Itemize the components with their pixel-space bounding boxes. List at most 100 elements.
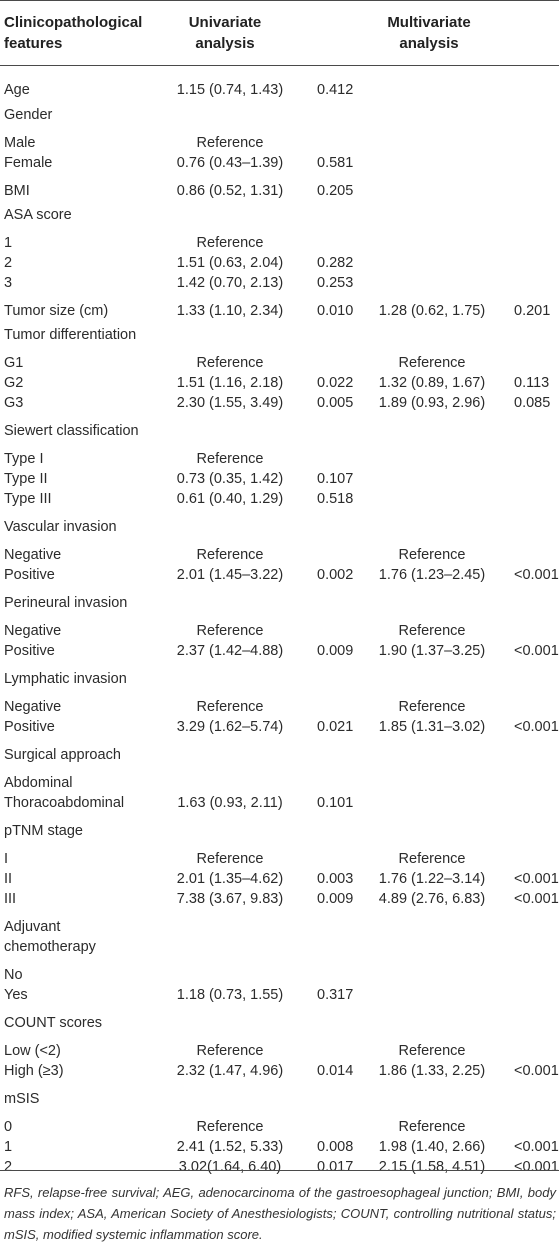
row-label: Female: [4, 155, 53, 171]
row-label: Siewert classification: [4, 423, 139, 439]
univariate-or: Reference: [196, 135, 264, 151]
table-row: 2 3.02(1.64, 6.40) 0.017 2.15 (1.58, 4.51) <…: [0, 1157, 559, 1177]
multivariate-or: 1.98 (1.40, 2.66): [378, 1139, 486, 1155]
univariate-p: 0.002: [317, 567, 354, 583]
univariate-or: Reference: [196, 1119, 264, 1135]
multivariate-or: 1.86 (1.33, 2.25): [378, 1063, 486, 1079]
multivariate-or: 1.90 (1.37–3.25): [378, 643, 486, 659]
header-univariate: Univariate analysis: [188, 14, 262, 52]
row-label: 2: [4, 255, 13, 271]
row-label: Positive: [4, 567, 55, 583]
univariate-or: 1.51 (1.16, 2.18): [176, 375, 284, 391]
table-row: Tumor differentiation: [0, 325, 559, 345]
univariate-or: Reference: [196, 1043, 264, 1059]
row-label: Positive: [4, 719, 55, 735]
multivariate-or: 1.76 (1.22–3.14): [378, 871, 486, 887]
row-label: Lymphatic invasion: [4, 671, 127, 687]
multivariate-or: 1.76 (1.23–2.45): [378, 567, 486, 583]
univariate-p: 0.518: [317, 491, 354, 507]
univariate-p: 0.005: [317, 395, 354, 411]
table-row: No: [0, 965, 559, 985]
row-label: 0: [4, 1119, 13, 1135]
univariate-p: 0.008: [317, 1139, 354, 1155]
multivariate-or: 1.32 (0.89, 1.67): [378, 375, 486, 391]
row-label: ASA score: [4, 207, 72, 223]
table-row: ASA score: [0, 205, 559, 225]
table-row: Negative Reference Reference: [0, 545, 559, 565]
top-rule: [0, 0, 559, 1]
univariate-or: 1.63 (0.93, 2.11): [177, 795, 283, 811]
row-label: Type III: [4, 491, 52, 507]
multivariate-or: 2.15 (1.58, 4.51): [378, 1159, 486, 1175]
multivariate-or: Reference: [398, 699, 466, 715]
row-label: G1: [4, 355, 24, 371]
row-label: High (≥3): [4, 1063, 64, 1079]
univariate-p: 0.253: [317, 275, 354, 291]
univariate-p: 0.014: [317, 1063, 354, 1079]
bottom-rule: [0, 1170, 559, 1171]
univariate-or: 0.73 (0.35, 1.42): [176, 471, 284, 487]
row-label: Abdominal: [4, 775, 73, 791]
row-label: Adjuvant: [4, 919, 61, 935]
row-label: G3: [4, 395, 24, 411]
multivariate-or: 4.89 (2.76, 6.83): [378, 891, 486, 907]
univariate-p: 0.010: [317, 303, 354, 319]
table-row: 0 Reference Reference: [0, 1117, 559, 1137]
univariate-p: 0.107: [317, 471, 354, 487]
table-row: Female 0.76 (0.43–1.39) 0.581: [0, 153, 559, 173]
row-label: Surgical approach: [4, 747, 121, 763]
univariate-or: 2.32 (1.47, 4.96): [176, 1063, 284, 1079]
table-row: Lymphatic invasion: [0, 669, 559, 689]
table-row: 1 2.41 (1.52, 5.33) 0.008 1.98 (1.40, 2.66)…: [0, 1137, 559, 1157]
multivariate-or: Reference: [398, 1043, 466, 1059]
row-label: No: [4, 967, 23, 983]
row-label: Negative: [4, 547, 62, 563]
table-row: Negative Reference Reference: [0, 621, 559, 641]
univariate-or: Reference: [196, 235, 264, 251]
row-label: Negative: [4, 699, 62, 715]
table-row: 3 1.42 (0.70, 2.13) 0.253: [0, 273, 559, 293]
table-row: Adjuvant: [0, 917, 559, 937]
univariate-or: Reference: [196, 851, 264, 867]
multivariate-or: Reference: [398, 355, 466, 371]
row-label: Type II: [4, 471, 48, 487]
univariate-p: 0.282: [317, 255, 354, 271]
multivariate-p: <0.001: [514, 643, 559, 659]
row-label: COUNT scores: [4, 1015, 103, 1031]
multivariate-p: <0.001: [514, 567, 559, 583]
multivariate-p: <0.001: [514, 891, 559, 907]
table-row: Vascular invasion: [0, 517, 559, 537]
table-row: Perineural invasion: [0, 593, 559, 613]
table-row: Male Reference: [0, 133, 559, 153]
multivariate-or: 1.85 (1.31–3.02): [378, 719, 486, 735]
row-label: I: [4, 851, 9, 867]
table-row: Tumor size (cm) 1.33 (1.10, 2.34) 0.010 1.2…: [0, 301, 559, 321]
univariate-or: 2.01 (1.45–3.22): [176, 567, 284, 583]
multivariate-p: 0.113: [514, 375, 550, 391]
table-row: G3 2.30 (1.55, 3.49) 0.005 1.89 (0.93, 2.96…: [0, 393, 559, 413]
table-row: Positive 3.29 (1.62–5.74) 0.021 1.85 (1.31–…: [0, 717, 559, 737]
row-label: Low (<2): [4, 1043, 61, 1059]
header-rule: [0, 65, 559, 66]
univariate-or: 0.86 (0.52, 1.31): [176, 183, 284, 199]
univariate-or: Reference: [196, 355, 264, 371]
univariate-or: 2.41 (1.52, 5.33): [176, 1139, 284, 1155]
univariate-or: 0.61 (0.40, 1.29): [176, 491, 284, 507]
multivariate-or: Reference: [398, 547, 466, 563]
table-row: Type I Reference: [0, 449, 559, 469]
multivariate-p: 0.085: [514, 395, 551, 411]
table-row: BMI 0.86 (0.52, 1.31) 0.205: [0, 181, 559, 201]
multivariate-p: 0.201: [514, 303, 551, 319]
table-row: COUNT scores: [0, 1013, 559, 1033]
row-label: Male: [4, 135, 36, 151]
univariate-or: Reference: [196, 623, 264, 639]
univariate-p: 0.003: [317, 871, 354, 887]
row-label: II: [4, 871, 13, 887]
row-label: 3: [4, 275, 13, 291]
univariate-p: 0.017: [317, 1159, 354, 1175]
table-row: Negative Reference Reference: [0, 697, 559, 717]
table-footnote: RFS, relapse-free survival; AEG, adenoca…: [4, 1185, 556, 1242]
row-label: Vascular invasion: [4, 519, 117, 535]
row-label: BMI: [4, 183, 30, 199]
